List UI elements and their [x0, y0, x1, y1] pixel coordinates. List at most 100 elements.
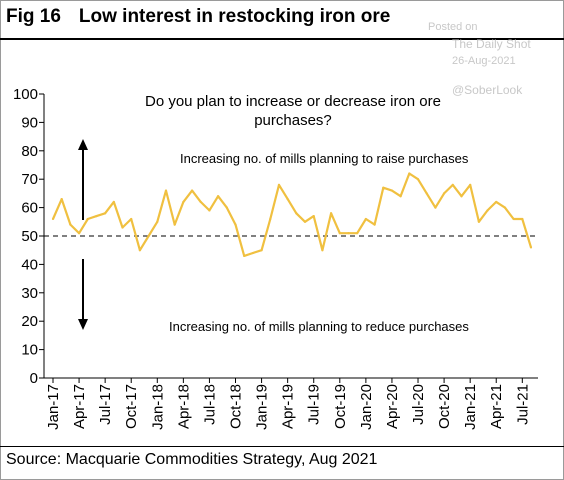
data-point — [199, 200, 202, 204]
y-tick-label: 40 — [21, 256, 38, 273]
y-tick-label: 60 — [21, 200, 38, 217]
data-point — [460, 195, 463, 198]
x-tick-label: Jan-19 — [254, 384, 271, 430]
series-line — [51, 172, 533, 257]
x-tick-label: Apr-19 — [280, 384, 297, 429]
figure-label: Fig 16 — [6, 6, 61, 27]
data-point — [408, 172, 411, 175]
annotations: Do you plan to increase or decrease iron… — [78, 93, 469, 334]
x-tick-label: Jul-21 — [514, 384, 531, 425]
x-tick-label: Oct-19 — [332, 384, 349, 429]
x-tick-label: Apr-20 — [384, 384, 401, 429]
source-note: Source: Macquarie Commodities Strategy, … — [6, 451, 378, 468]
y-axis: 0 10 20 30 40 50 60 70 80 90 100 — [13, 86, 45, 387]
y-tick-label: 0 — [30, 370, 38, 387]
footer-rule — [0, 446, 564, 447]
annotation-up: Increasing no. of mills planning to rais… — [180, 151, 469, 166]
x-tick-label: Oct-17 — [123, 384, 140, 429]
data-point — [321, 249, 324, 252]
data-point — [95, 215, 98, 218]
data-point — [269, 217, 272, 221]
watermark-handle: @SoberLook — [452, 83, 523, 97]
x-tick-label: Jan-20 — [358, 384, 375, 430]
x-tick-label: Jan-18 — [149, 384, 166, 430]
x-tick-label: Jul-18 — [201, 384, 218, 425]
x-tick-label: Jan-17 — [45, 384, 62, 430]
data-point — [77, 232, 81, 235]
data-point — [373, 223, 376, 226]
data-point — [477, 220, 480, 223]
data-point — [495, 200, 498, 204]
y-tick-label: 70 — [21, 171, 38, 188]
header-rule — [0, 38, 564, 40]
x-tick-label: Jul-17 — [97, 384, 114, 425]
data-point — [399, 195, 402, 198]
data-point — [364, 217, 367, 221]
data-point — [503, 206, 507, 209]
data-point — [156, 220, 159, 223]
data-point — [208, 209, 211, 212]
series-group — [51, 172, 533, 257]
data-point — [130, 217, 133, 221]
data-point — [382, 186, 385, 189]
y-tick-label: 30 — [21, 285, 38, 302]
data-point — [225, 206, 228, 209]
arrow-down-head — [78, 319, 88, 330]
question-line-2: purchases? — [254, 112, 332, 129]
data-point — [303, 220, 307, 223]
x-tick-label: Oct-20 — [436, 384, 453, 429]
data-point — [190, 189, 194, 192]
data-point — [182, 200, 185, 204]
data-point — [338, 232, 341, 235]
data-point — [521, 217, 524, 221]
y-tick-label: 100 — [13, 86, 38, 103]
watermark-date: 26-Aug-2021 — [452, 55, 516, 67]
x-tick-label: Apr-21 — [488, 384, 505, 429]
x-tick-label: Jul-20 — [410, 384, 427, 425]
y-tick-label: 20 — [21, 313, 38, 330]
data-point — [121, 226, 124, 229]
data-point — [312, 215, 315, 218]
data-point — [486, 209, 489, 212]
watermark-posted: Posted on — [428, 21, 478, 33]
line-chart: 0 10 20 30 40 50 60 70 80 90 100 Jan-17 Apr-17 Jul-1… — [13, 86, 538, 430]
data-point — [330, 212, 333, 215]
x-tick-label: Jan-21 — [462, 384, 479, 430]
data-point — [251, 251, 254, 255]
data-point — [469, 183, 472, 186]
x-axis: Jan-17 Apr-17 Jul-17 Oct-17 Jan-18 Apr-18 Jul-… — [44, 377, 538, 430]
data-point — [173, 223, 176, 226]
data-point — [434, 206, 437, 209]
data-point — [451, 183, 454, 186]
x-tick-label: Apr-18 — [175, 384, 192, 429]
chart-title: Low interest in restocking iron ore — [78, 6, 391, 27]
data-point — [243, 254, 246, 257]
data-point — [512, 217, 515, 221]
question-line-1: Do you plan to increase or decrease iron… — [145, 93, 441, 110]
data-point — [147, 234, 150, 238]
data-point — [295, 212, 298, 215]
data-point — [60, 197, 63, 201]
data-point — [529, 246, 533, 249]
data-point — [69, 223, 72, 226]
y-tick-label: 50 — [21, 228, 38, 245]
data-point — [356, 232, 359, 235]
x-tick-label: Apr-17 — [71, 384, 88, 429]
annotation-down: Increasing no. of mills planning to redu… — [169, 319, 469, 334]
data-point — [138, 249, 142, 252]
data-point — [425, 192, 428, 195]
data-point — [104, 212, 107, 215]
data-point — [347, 232, 350, 235]
y-tick-label: 80 — [21, 143, 38, 160]
y-tick-label: 90 — [21, 114, 38, 131]
data-point — [286, 197, 289, 201]
data-point — [217, 195, 220, 198]
data-point — [416, 178, 420, 181]
data-point — [260, 249, 263, 252]
watermark-site: The Daily Shot — [452, 37, 531, 51]
x-tick-label: Oct-18 — [228, 384, 245, 429]
arrow-up-head — [78, 139, 88, 150]
data-point — [86, 217, 89, 221]
data-point — [442, 192, 446, 195]
y-tick-label: 10 — [21, 342, 38, 359]
